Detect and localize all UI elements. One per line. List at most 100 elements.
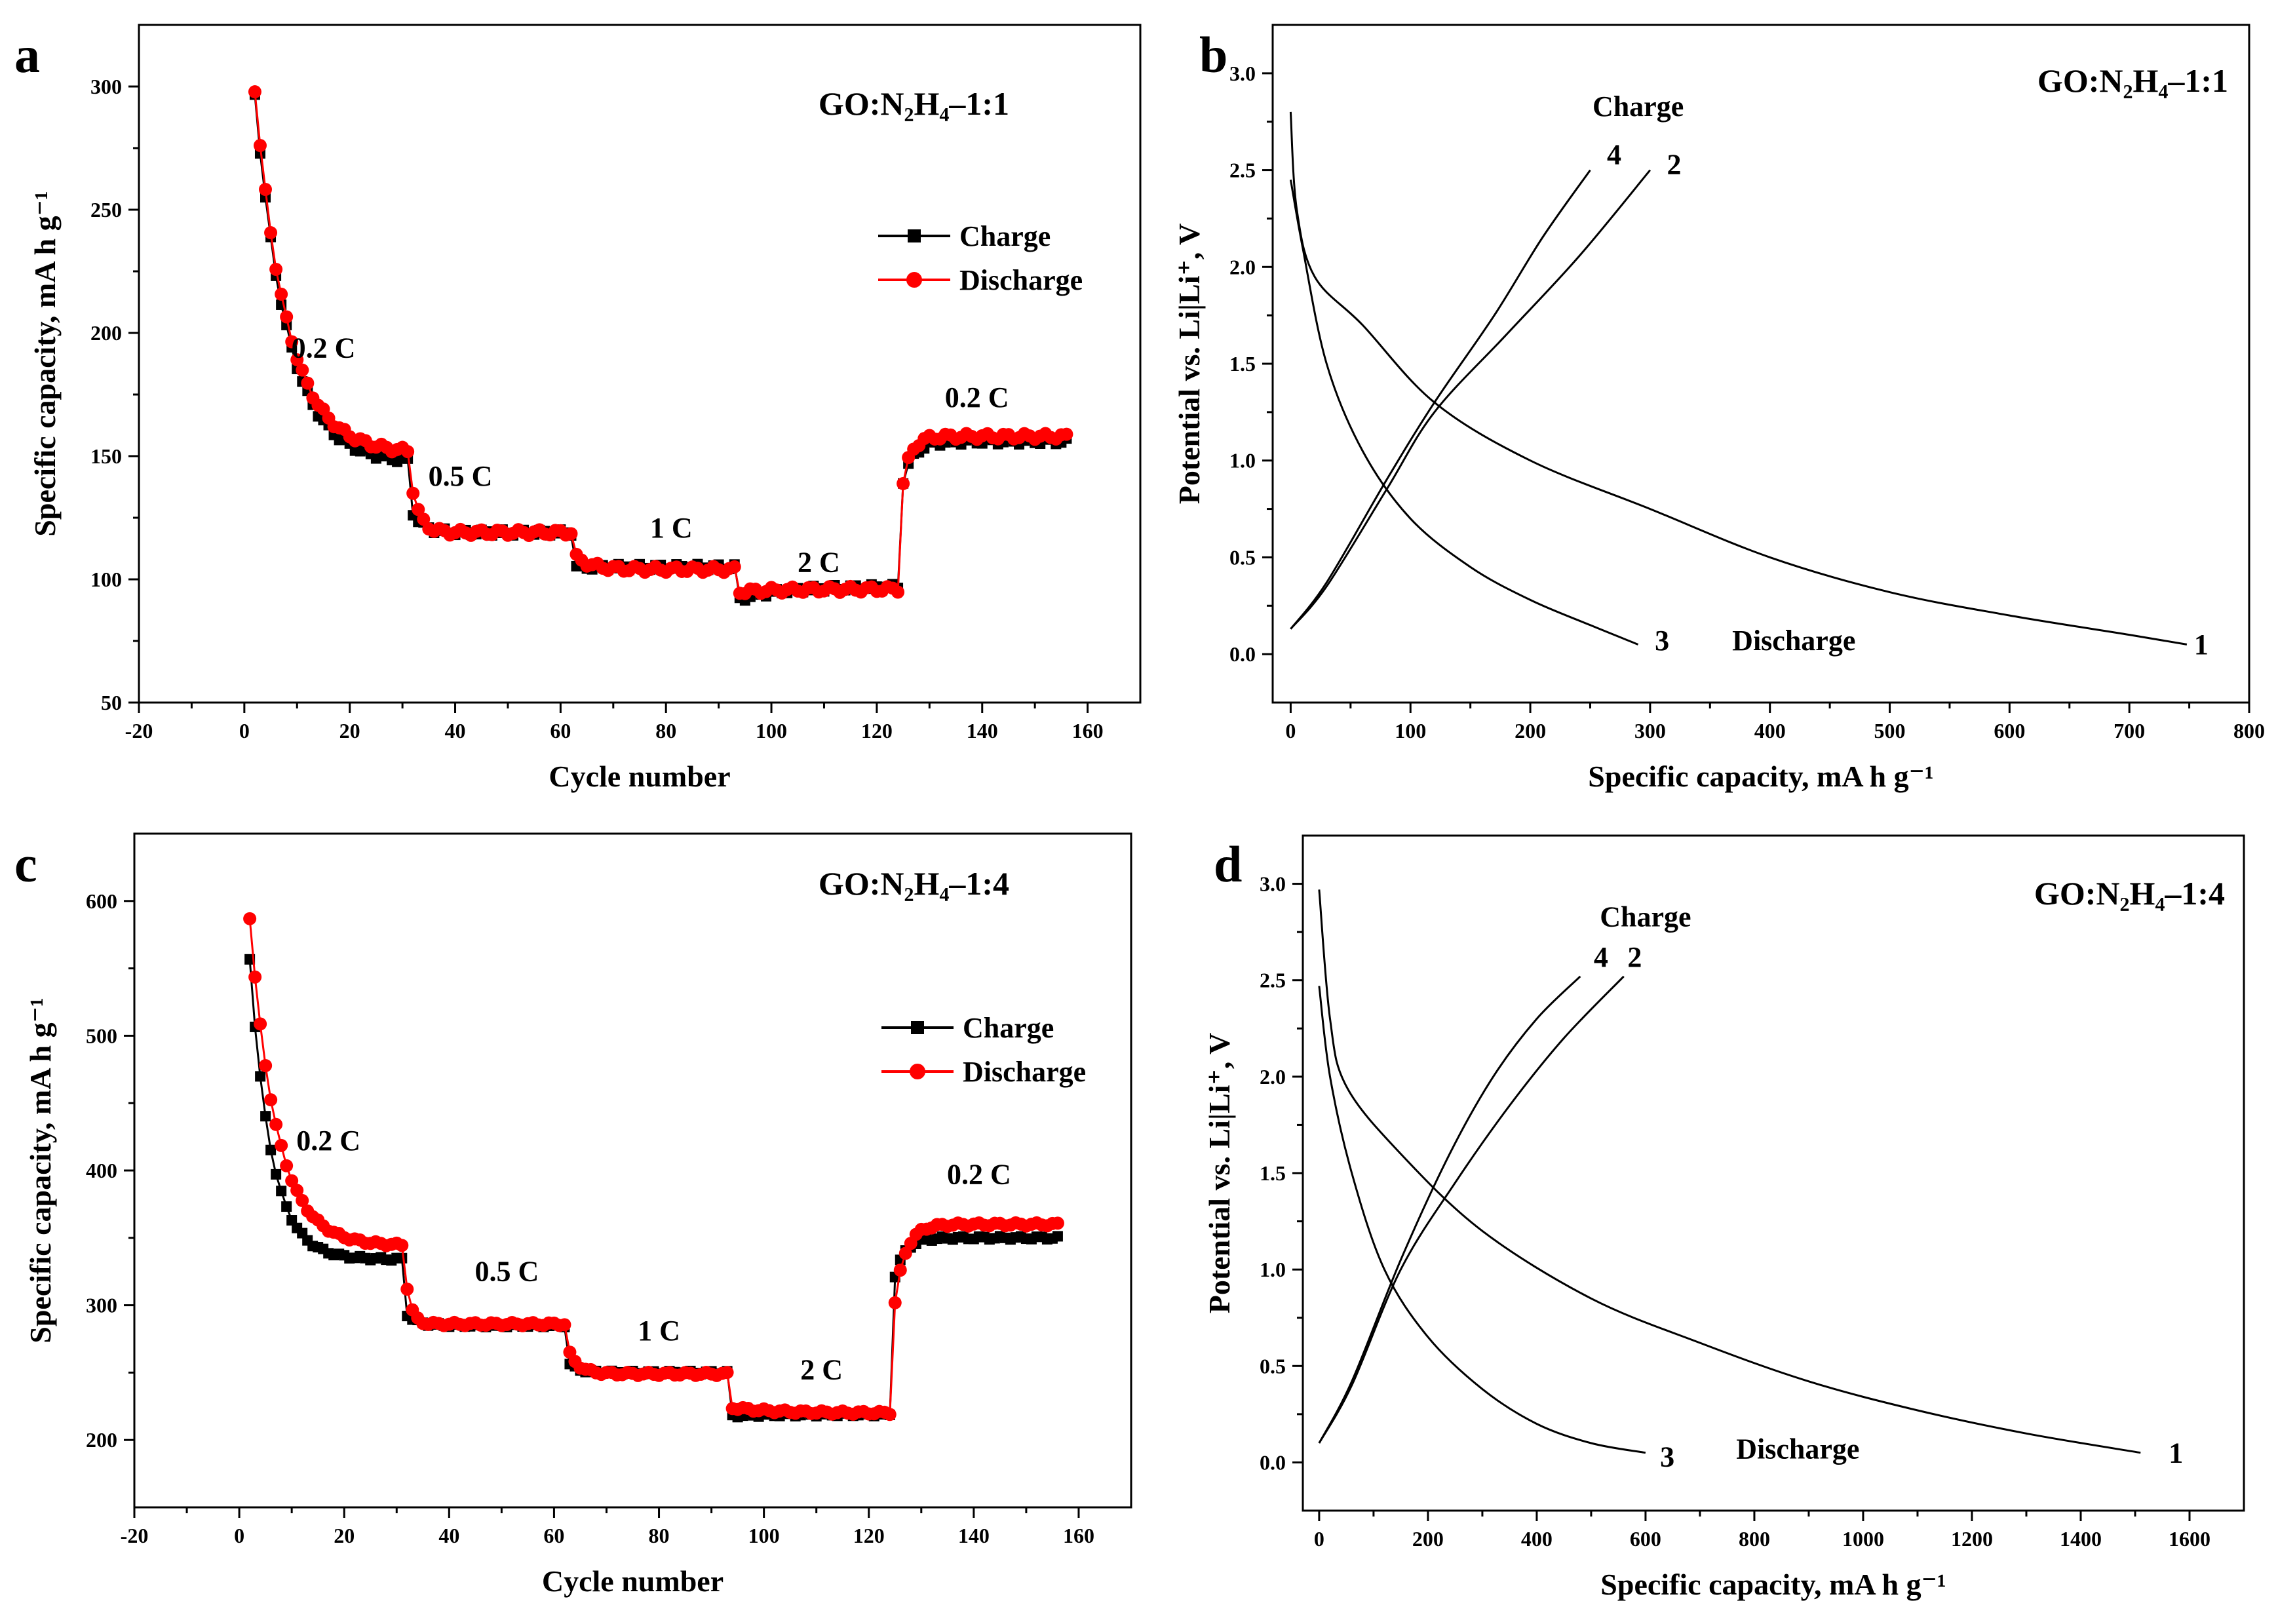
- discharge-point: [395, 1239, 409, 1252]
- x-tick-label: -20: [125, 719, 153, 743]
- y-tick-label: 2.5: [1229, 159, 1256, 182]
- discharge-point: [264, 226, 278, 240]
- panel-b: 0 100 200 300 400 500 600 700 800 0.0 0.5 1.0 1.5 2.0…: [1172, 24, 2265, 793]
- discharge-point: [248, 970, 262, 984]
- y-axis-label: Potential vs. Li|Li⁺, V: [1172, 223, 1206, 504]
- legend: Charge Discharge: [881, 1012, 1086, 1088]
- x-axis-label: Cycle number: [549, 760, 730, 793]
- curve-discharge-3: [1289, 180, 1639, 646]
- annotation: 4: [1607, 139, 1621, 171]
- x-tick-label: 60: [543, 1524, 564, 1547]
- annotation: 3: [1660, 1440, 1674, 1473]
- y-tick-label: 2.0: [1260, 1065, 1286, 1089]
- x-axis-label: Specific capacity, mA h g⁻¹: [1588, 760, 1933, 793]
- discharge-point: [248, 85, 261, 99]
- x-tick-label: 60: [550, 719, 571, 743]
- charge-point: [281, 1201, 292, 1212]
- annotation: 0.5 C: [474, 1256, 539, 1288]
- y-tick-label: 0.5: [1229, 545, 1256, 569]
- x-tick-label: 800: [2233, 719, 2265, 743]
- x-tick-label: 100: [756, 719, 787, 743]
- curve-charge-2: [1318, 975, 1625, 1444]
- annotation: Discharge: [1732, 625, 1855, 657]
- x-tick-label: 1000: [1842, 1527, 1884, 1551]
- legend-entry-charge: Charge: [959, 220, 1051, 252]
- x-tick-label: 160: [1063, 1524, 1094, 1547]
- x-tick-label: 100: [748, 1524, 780, 1547]
- x-tick-label: 160: [1072, 719, 1104, 743]
- discharge-point: [727, 560, 741, 573]
- charge-point: [396, 1252, 408, 1264]
- panel-a: -20 0 20 40 60 80 100 120 140 160 50 100 150 200 250 30…: [14, 24, 1142, 793]
- annotation: 0.2 C: [296, 1125, 360, 1157]
- charge-point: [271, 1169, 282, 1180]
- legend-entry-discharge: Discharge: [959, 264, 1083, 296]
- discharge-point: [290, 1184, 304, 1197]
- x-tick-label: 1600: [2169, 1527, 2210, 1551]
- discharge-point: [301, 376, 315, 390]
- x-tick-label: 300: [1634, 719, 1666, 743]
- discharge-point: [275, 287, 288, 301]
- curve-discharge-3: [1318, 986, 1646, 1454]
- x-tick-label: 40: [438, 1524, 459, 1547]
- annotation: 2: [1667, 148, 1681, 180]
- legend-entry-discharge: Discharge: [963, 1056, 1086, 1088]
- discharge-point: [400, 1283, 414, 1296]
- panel-c: -20 0 20 40 60 80 100 120 140 160 200 300 400 500 600 C…: [14, 832, 1132, 1598]
- curve-charge-4: [1290, 169, 1591, 630]
- charge-point: [1052, 1231, 1063, 1242]
- x-tick-label: 600: [1630, 1527, 1661, 1551]
- discharge-point: [883, 1408, 897, 1421]
- y-axis-label: Potential vs. Li|Li⁺, V: [1203, 1033, 1236, 1313]
- x-tick-label: 400: [1521, 1527, 1553, 1551]
- x-tick-label: 80: [655, 719, 676, 743]
- annotation: 0.2 C: [947, 1159, 1011, 1191]
- x-tick-label: 0: [234, 1524, 244, 1547]
- discharge-point: [290, 353, 304, 366]
- panel-label: b: [1199, 26, 1227, 83]
- discharge-point: [1060, 427, 1073, 441]
- x-tick-label: 600: [1994, 719, 2025, 743]
- y-tick-label: 150: [90, 444, 122, 468]
- y-tick-label: 50: [101, 691, 122, 714]
- x-tick-label: 120: [853, 1524, 885, 1547]
- annotation: 0.2 C: [292, 332, 356, 364]
- curve-charge-2: [1290, 169, 1651, 630]
- discharge-point: [898, 1247, 912, 1260]
- legend-marker-discharge: [910, 1064, 925, 1079]
- legend-marker-charge: [911, 1021, 924, 1034]
- y-axis-label: Specific capacity, mA h g⁻¹: [24, 997, 57, 1343]
- y-tick-label: 200: [90, 321, 122, 345]
- x-tick-label: 120: [861, 719, 893, 743]
- x-tick-label: 80: [649, 1524, 670, 1547]
- y-tick-label: 0.0: [1260, 1450, 1286, 1474]
- discharge-point: [269, 262, 283, 276]
- y-tick-label: 2.5: [1260, 969, 1286, 992]
- discharge-point: [893, 1264, 907, 1277]
- annotation: 0.2 C: [945, 381, 1009, 414]
- y-tick-label: 0.0: [1229, 642, 1256, 666]
- discharge-point: [888, 1296, 902, 1309]
- discharge-point: [275, 1138, 288, 1152]
- panel-label: c: [14, 836, 37, 893]
- y-tick-label: 300: [90, 75, 122, 98]
- plot-frame: [1271, 24, 2250, 704]
- annotation: Discharge: [1736, 1433, 1859, 1465]
- legend-marker-discharge: [906, 272, 922, 288]
- discharge-point: [720, 1366, 734, 1380]
- y-tick-label: 0.5: [1260, 1354, 1286, 1378]
- x-tick-label: 100: [1395, 719, 1426, 743]
- x-tick-label: 140: [967, 719, 998, 743]
- discharge-point: [253, 139, 267, 153]
- x-tick-label: 20: [339, 719, 360, 743]
- inset-title: GO:N₂H₄–1:4: [2034, 875, 2225, 912]
- x-tick-label: 0: [239, 719, 250, 743]
- y-tick-label: 400: [86, 1159, 117, 1182]
- y-tick-label: 100: [90, 568, 122, 591]
- plot-frame: [1302, 834, 2245, 1512]
- annotation: Charge: [1593, 90, 1684, 123]
- legend-marker-charge: [908, 229, 921, 242]
- charge-point: [265, 1144, 277, 1155]
- y-tick-label: 500: [86, 1024, 117, 1047]
